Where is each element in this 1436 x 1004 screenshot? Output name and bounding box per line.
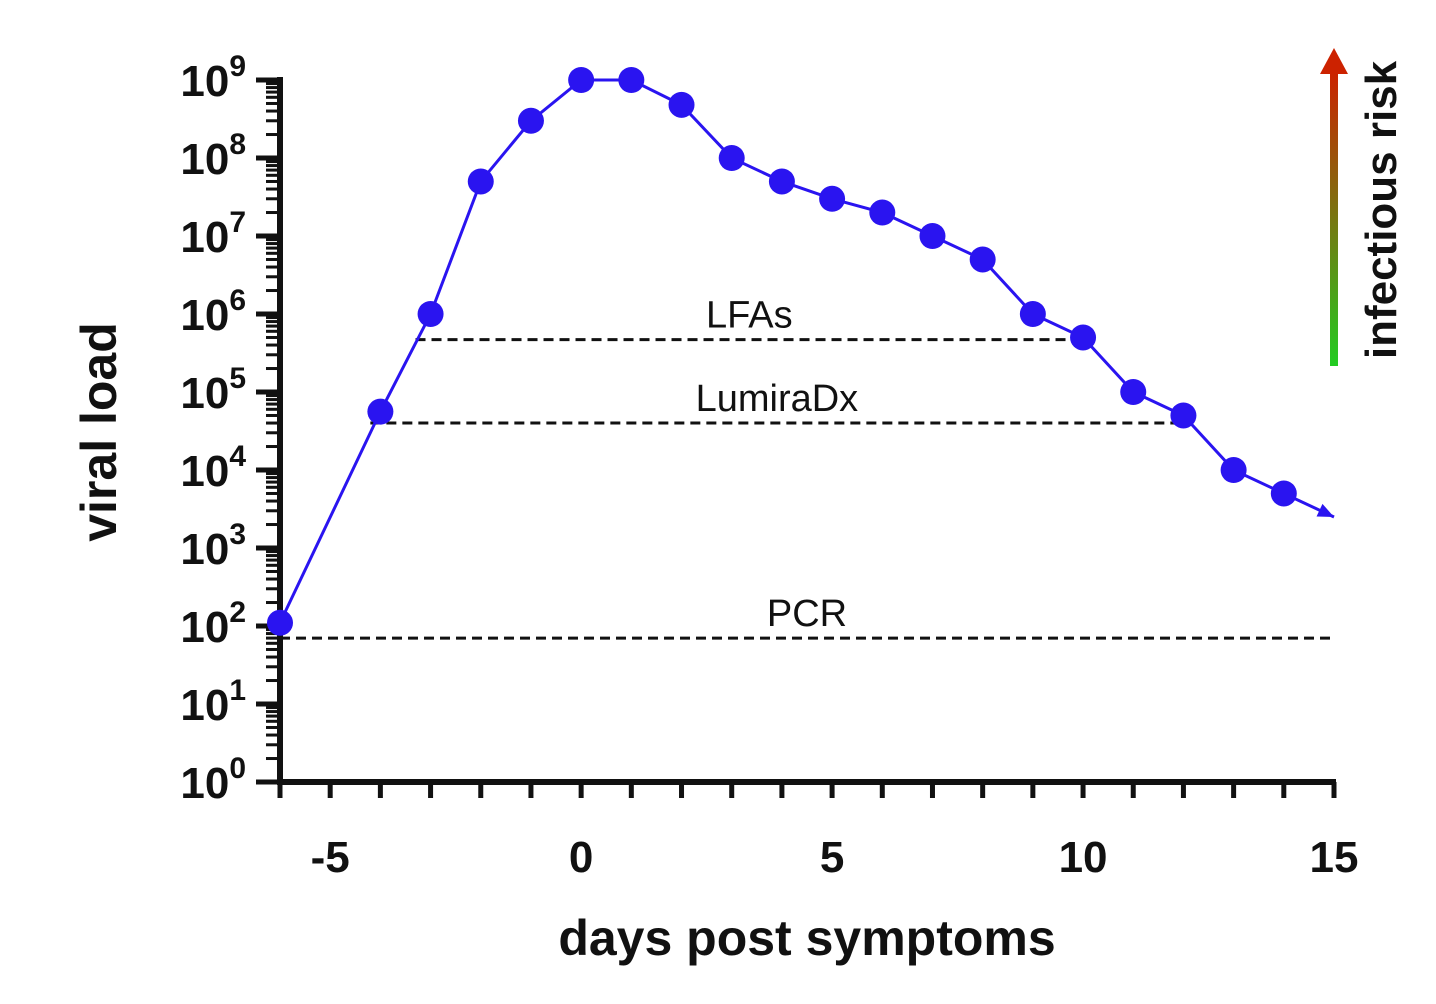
y-tick-label: 105 [180, 362, 246, 418]
series-layer [267, 67, 1335, 636]
y-tick-label: 104 [180, 440, 246, 496]
threshold-lines: LFAs LumiraDx PCR [280, 295, 1334, 640]
threshold-label: PCR [767, 593, 847, 635]
x-axis-ticks: -5 0 5 10 15 [277, 782, 1359, 882]
series-arrow-head [1316, 503, 1334, 517]
y-tick-label: 106 [180, 284, 246, 340]
y-tick-label: 109 [180, 50, 246, 106]
data-point [618, 67, 645, 93]
y-tick-label: 102 [180, 596, 246, 652]
threshold-label: LumiraDx [696, 378, 859, 420]
y-axis-ticks: 100 101 102 103 104 105 106 107 108 109 [180, 50, 280, 808]
threshold-label: LFAs [706, 295, 793, 337]
x-tick-label: 10 [1059, 833, 1108, 882]
y-tick-label: 103 [180, 518, 246, 574]
x-tick-label: 15 [1310, 833, 1359, 882]
data-point [1070, 324, 1097, 351]
data-point [869, 199, 896, 226]
y-tick-label: 107 [180, 206, 246, 262]
data-point [467, 168, 494, 195]
data-point [718, 145, 745, 171]
x-tick-label: 5 [820, 833, 844, 882]
y-axis-title: viral load [71, 322, 127, 542]
data-point [1019, 301, 1046, 327]
y-tick-label: 108 [180, 128, 246, 184]
data-point [417, 301, 444, 327]
data-point [1170, 402, 1197, 429]
data-point [1220, 457, 1247, 483]
data-point [768, 168, 795, 195]
data-point [919, 223, 946, 249]
data-point [819, 185, 846, 212]
x-axis-title: days post symptoms [558, 910, 1055, 966]
data-point [267, 609, 293, 636]
series-line [278, 78, 1285, 624]
data-point [668, 91, 695, 118]
y-tick-label: 101 [180, 674, 246, 730]
risk-gradient-bar [1330, 72, 1338, 366]
data-point [1120, 379, 1147, 405]
x-tick-label: 0 [569, 833, 593, 882]
data-point [568, 67, 595, 93]
data-point [1270, 480, 1297, 507]
data-point [969, 246, 996, 273]
data-point [367, 398, 394, 425]
y-tick-label: 100 [180, 752, 246, 808]
infectious-risk-indicator: infectious risk [1320, 48, 1406, 366]
risk-arrow-head [1320, 48, 1348, 74]
risk-label: infectious risk [1357, 60, 1406, 359]
data-point [517, 107, 544, 134]
x-tick-label: -5 [311, 833, 350, 882]
